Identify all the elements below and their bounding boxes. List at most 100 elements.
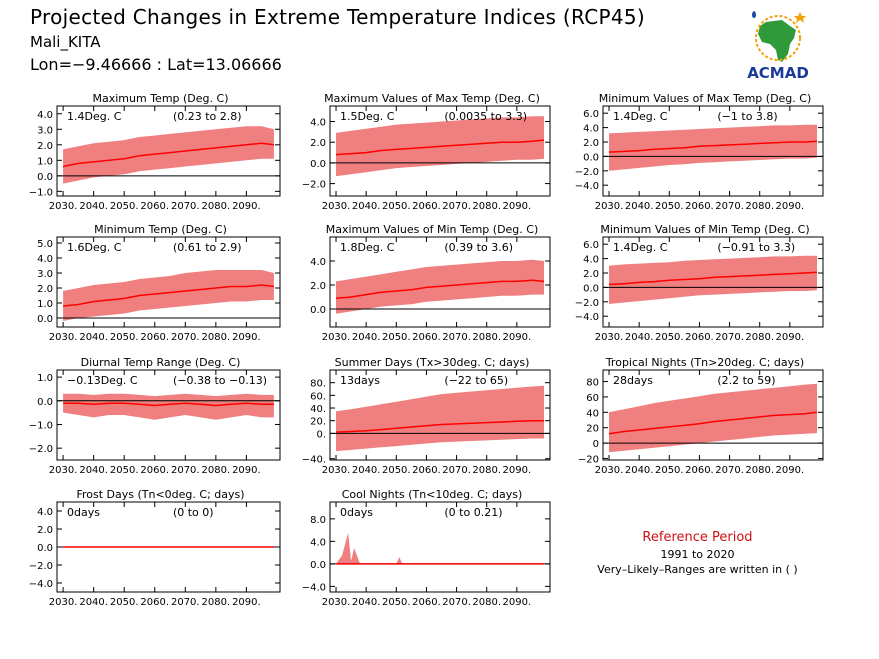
x-tick-label: 2090. xyxy=(776,332,805,343)
y-tick-label: 60 xyxy=(586,393,599,404)
x-tick-label: 2080. xyxy=(202,597,231,608)
likely-range-label: (0.0035 to 3.3) xyxy=(444,110,527,123)
chart-title: Tropical Nights (Tn>20deg. C; days) xyxy=(605,356,804,369)
chart-title: Diurnal Temp Range (Deg. C) xyxy=(81,356,241,369)
x-tick-label: 2070. xyxy=(442,332,471,343)
range-band xyxy=(63,393,274,420)
y-tick-label: −40. xyxy=(302,455,326,466)
y-tick-label: 40 xyxy=(586,408,599,419)
x-tick-label: 2060. xyxy=(412,201,441,212)
x-tick-label: 2090. xyxy=(232,465,261,476)
chart-title: Frost Days (Tn<0deg. C; days) xyxy=(76,488,244,501)
x-tick-label: 2040. xyxy=(352,597,381,608)
plot-frame xyxy=(602,236,824,328)
y-tick-label: 20 xyxy=(586,424,599,435)
mean-line xyxy=(608,140,818,153)
mean-change-label: 1.6Deg. C xyxy=(67,241,122,254)
x-tick-label: 2060. xyxy=(140,201,169,212)
y-tick-label: 3.0 xyxy=(37,269,53,280)
y-tick-label: −2.0 xyxy=(575,298,599,309)
likely-range-label: (−0.38 to −0.13) xyxy=(173,374,267,387)
y-tick-label: −1.0 xyxy=(29,420,53,431)
y-tick-label: 4.0 xyxy=(310,537,326,548)
x-tick-label: 2060. xyxy=(412,332,441,343)
x-tick-label: 2070. xyxy=(715,201,744,212)
y-tick-label: 0.0 xyxy=(37,172,53,183)
x-tick-label: 2070. xyxy=(442,465,471,476)
x-tick-label: 2060. xyxy=(140,465,169,476)
y-tick-label: 2.0 xyxy=(37,141,53,152)
y-tick-label: −4.0 xyxy=(302,582,326,593)
y-tick-label: 0. xyxy=(316,429,326,440)
x-tick-label: 2080. xyxy=(472,597,501,608)
plot-frame xyxy=(56,105,281,197)
mean-change-label: 0days xyxy=(67,506,100,519)
x-tick-label: 2070. xyxy=(442,201,471,212)
mean-change-label: 1.4Deg. C xyxy=(613,241,668,254)
likely-range-label: (−22 to 65) xyxy=(444,374,508,387)
x-tick-label: 2090. xyxy=(776,201,805,212)
x-tick-label: 2050. xyxy=(382,332,411,343)
x-tick-label: 2040. xyxy=(625,201,654,212)
y-tick-label: 4.0 xyxy=(310,257,326,268)
range-band xyxy=(336,385,544,452)
x-tick-label: 2070. xyxy=(171,597,200,608)
y-tick-label: −4.0 xyxy=(575,312,599,323)
reference-period-note: Very–Likely–Ranges are written in ( ) xyxy=(597,563,798,576)
mean-line xyxy=(63,402,274,407)
y-tick-label: −2.0 xyxy=(29,561,53,572)
chart-title: Summer Days (Tx>30deg. C; days) xyxy=(335,356,530,369)
y-tick-label: 2.0 xyxy=(583,138,599,149)
y-tick-label: 0.0 xyxy=(37,314,53,325)
reference-period-years: 1991 to 2020 xyxy=(660,548,735,561)
x-tick-label: 2040. xyxy=(352,201,381,212)
x-tick-label: 2090. xyxy=(232,332,261,343)
range-band xyxy=(336,532,544,564)
acmad-logo-text: ACMAD xyxy=(747,64,809,82)
mean-line xyxy=(335,419,544,433)
y-tick-label: 6.0 xyxy=(583,109,599,120)
x-tick-label: 2090. xyxy=(503,332,532,343)
y-tick-label: 4.0 xyxy=(583,124,599,135)
y-tick-label: 0 xyxy=(593,439,599,450)
x-tick-label: 2080. xyxy=(745,201,774,212)
x-tick-label: 2090. xyxy=(503,201,532,212)
y-tick-label: 4.0 xyxy=(37,507,53,518)
mean-line xyxy=(335,279,545,299)
x-tick-label: 2030. xyxy=(595,465,624,476)
x-tick-label: 2030. xyxy=(49,465,78,476)
likely-range-label: (−1 to 3.8) xyxy=(717,110,777,123)
y-tick-label: 60. xyxy=(310,391,326,402)
x-tick-label: 2070. xyxy=(442,597,471,608)
y-tick-label: −4.0 xyxy=(575,181,599,192)
chart-title: Minimum Values of Max Temp (Deg. C) xyxy=(599,92,812,105)
x-tick-label: 2060. xyxy=(685,332,714,343)
y-tick-label: 2.0 xyxy=(310,281,326,292)
y-tick-label: 0.0 xyxy=(37,543,53,554)
y-tick-label: 2.0 xyxy=(310,138,326,149)
x-tick-label: 2040. xyxy=(625,332,654,343)
y-tick-label: 0.0 xyxy=(310,560,326,571)
x-tick-label: 2030. xyxy=(595,332,624,343)
mean-line xyxy=(608,271,818,286)
range-band xyxy=(63,270,274,321)
x-tick-label: 2060. xyxy=(140,597,169,608)
x-tick-label: 2030. xyxy=(49,332,78,343)
y-tick-label: 1.0 xyxy=(37,299,53,310)
y-tick-label: 4.0 xyxy=(37,110,53,121)
x-tick-label: 2080. xyxy=(202,465,231,476)
plot-frame xyxy=(329,236,551,328)
y-tick-label: −2.0 xyxy=(575,167,599,178)
likely-range-label: (0 to 0.21) xyxy=(444,506,502,519)
y-tick-label: 0.0 xyxy=(310,159,326,170)
y-tick-label: 0.0 xyxy=(310,305,326,316)
x-tick-label: 2040. xyxy=(79,597,108,608)
x-tick-label: 2050. xyxy=(110,201,139,212)
x-tick-label: 2030. xyxy=(595,201,624,212)
x-tick-label: 2070. xyxy=(715,332,744,343)
likely-range-label: (0.39 to 3.6) xyxy=(444,241,513,254)
chart-title: Minimum Temp (Deg. C) xyxy=(94,223,227,236)
reference-period-title: Reference Period xyxy=(642,530,753,545)
y-tick-label: 6.0 xyxy=(583,240,599,251)
y-tick-label: 5.0 xyxy=(37,239,53,250)
